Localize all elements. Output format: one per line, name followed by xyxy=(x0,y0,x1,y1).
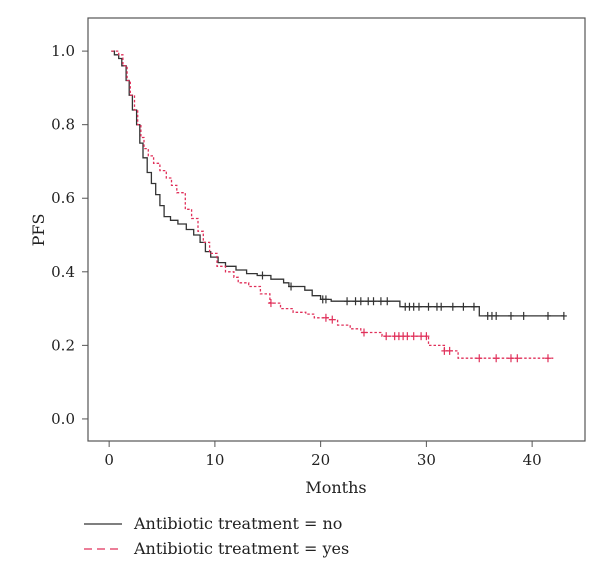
censor-mark xyxy=(470,302,477,311)
censor-mark xyxy=(404,332,411,341)
censor-mark xyxy=(322,295,329,304)
censor-mark xyxy=(329,315,336,324)
censor-mark xyxy=(357,297,364,306)
censor-mark xyxy=(360,328,367,337)
censor-mark xyxy=(476,354,483,363)
series-layer xyxy=(111,50,567,363)
y-tick-label: 1.0 xyxy=(51,42,75,60)
series-group xyxy=(111,50,567,320)
censor-mark xyxy=(544,354,551,363)
censor-mark xyxy=(383,332,390,341)
censor-mark xyxy=(507,354,514,363)
censor-mark xyxy=(449,302,456,311)
censor-mark xyxy=(560,311,567,320)
x-axis-title: Months xyxy=(305,478,366,497)
censor-mark xyxy=(344,297,351,306)
censor-mark xyxy=(438,302,445,311)
series-line xyxy=(111,50,554,359)
censor-mark xyxy=(441,346,448,355)
y-axis-title: PFS xyxy=(29,214,48,247)
censor-mark xyxy=(410,302,417,311)
y-axis-ticks: 0.0 0.2 0.4 0.6 0.8 1.0 xyxy=(51,42,88,428)
censor-mark xyxy=(267,299,274,308)
censor-mark xyxy=(288,282,295,291)
legend: Antibiotic treatment = no Antibiotic tre… xyxy=(84,514,349,558)
y-tick-label: 0.2 xyxy=(51,336,75,354)
x-axis-ticks: 0 10 20 30 40 xyxy=(104,441,542,469)
censor-mark xyxy=(322,313,329,322)
x-tick-label: 0 xyxy=(104,451,114,469)
censor-mark xyxy=(352,297,359,306)
censor-mark xyxy=(377,297,384,306)
censor-mark xyxy=(520,311,527,320)
y-tick-label: 0.8 xyxy=(51,116,75,134)
legend-label-no: Antibiotic treatment = no xyxy=(133,514,342,533)
series-line xyxy=(111,50,564,317)
censor-mark xyxy=(425,302,432,311)
censor-mark xyxy=(493,311,500,320)
censor-mark xyxy=(544,311,551,320)
x-tick-label: 20 xyxy=(311,451,330,469)
x-tick-label: 10 xyxy=(205,451,224,469)
censor-mark xyxy=(370,297,377,306)
x-tick-label: 40 xyxy=(523,451,542,469)
censor-mark xyxy=(365,297,372,306)
censor-mark xyxy=(514,354,521,363)
y-tick-label: 0.4 xyxy=(51,263,75,281)
y-tick-label: 0.0 xyxy=(51,410,75,428)
series-group xyxy=(111,50,554,363)
plot-frame xyxy=(87,17,586,442)
censor-mark xyxy=(384,297,391,306)
censor-mark xyxy=(415,302,422,311)
legend-label-yes: Antibiotic treatment = yes xyxy=(133,539,349,558)
x-tick-label: 30 xyxy=(417,451,436,469)
censor-mark xyxy=(507,311,514,320)
censor-mark xyxy=(493,354,500,363)
y-tick-label: 0.6 xyxy=(51,189,75,207)
censor-mark xyxy=(446,346,453,355)
censor-mark xyxy=(418,332,425,341)
censor-mark xyxy=(460,302,467,311)
censor-mark xyxy=(423,332,430,341)
censor-mark xyxy=(410,332,417,341)
censor-mark xyxy=(259,271,266,280)
